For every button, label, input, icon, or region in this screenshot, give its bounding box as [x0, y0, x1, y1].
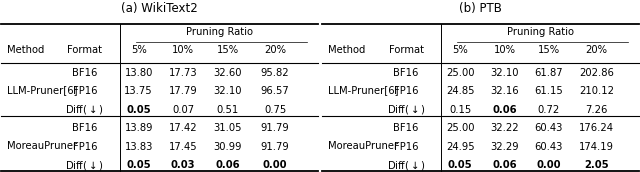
- Text: 0.51: 0.51: [216, 105, 239, 115]
- Text: 61.15: 61.15: [534, 86, 563, 96]
- Text: 60.43: 60.43: [534, 123, 563, 133]
- Text: 24.85: 24.85: [446, 86, 474, 96]
- Text: 30.99: 30.99: [213, 142, 242, 152]
- Text: 0.00: 0.00: [263, 160, 287, 170]
- Text: FP16: FP16: [72, 86, 97, 96]
- Text: 25.00: 25.00: [446, 68, 474, 78]
- Text: LLM-Pruner[6]: LLM-Pruner[6]: [7, 85, 77, 95]
- Text: Format: Format: [388, 45, 424, 55]
- Text: FP16: FP16: [72, 142, 97, 152]
- Text: MoreauPruner: MoreauPruner: [7, 141, 77, 151]
- Text: Diff($\downarrow$): Diff($\downarrow$): [65, 159, 104, 171]
- Text: 174.19: 174.19: [579, 142, 614, 152]
- Text: (b) PTB: (b) PTB: [460, 2, 502, 15]
- Text: BF16: BF16: [394, 123, 419, 133]
- Text: 0.07: 0.07: [172, 105, 194, 115]
- Text: (a) WikiText2: (a) WikiText2: [121, 2, 198, 15]
- Text: 32.10: 32.10: [490, 68, 519, 78]
- Text: 5%: 5%: [452, 45, 468, 55]
- Text: 2.05: 2.05: [584, 160, 609, 170]
- Text: 0.15: 0.15: [449, 105, 471, 115]
- Text: FP16: FP16: [394, 86, 419, 96]
- Text: 13.75: 13.75: [124, 86, 153, 96]
- Text: 32.16: 32.16: [490, 86, 519, 96]
- Text: 0.06: 0.06: [215, 160, 240, 170]
- Text: 20%: 20%: [586, 45, 607, 55]
- Text: 0.75: 0.75: [264, 105, 286, 115]
- Text: 32.60: 32.60: [213, 68, 242, 78]
- Text: 91.79: 91.79: [260, 142, 289, 152]
- Text: 0.06: 0.06: [492, 105, 516, 115]
- Text: Diff($\downarrow$): Diff($\downarrow$): [387, 103, 426, 116]
- Text: LLM-Pruner[6]: LLM-Pruner[6]: [328, 85, 399, 95]
- Text: 7.26: 7.26: [586, 105, 607, 115]
- Text: Method: Method: [328, 45, 366, 55]
- Text: 210.12: 210.12: [579, 86, 614, 96]
- Text: 15%: 15%: [538, 45, 560, 55]
- Text: 24.95: 24.95: [446, 142, 474, 152]
- Text: 32.29: 32.29: [490, 142, 519, 152]
- Text: 32.10: 32.10: [213, 86, 242, 96]
- Text: FP16: FP16: [394, 142, 419, 152]
- Text: 0.03: 0.03: [171, 160, 195, 170]
- Text: Format: Format: [67, 45, 102, 55]
- Text: 0.05: 0.05: [126, 160, 151, 170]
- Text: 20%: 20%: [264, 45, 286, 55]
- Text: 60.43: 60.43: [534, 142, 563, 152]
- Text: 176.24: 176.24: [579, 123, 614, 133]
- Text: Diff($\downarrow$): Diff($\downarrow$): [65, 103, 104, 116]
- Text: BF16: BF16: [72, 68, 97, 78]
- Text: 61.87: 61.87: [534, 68, 563, 78]
- Text: 10%: 10%: [172, 45, 194, 55]
- Text: Pruning Ratio: Pruning Ratio: [186, 27, 253, 37]
- Text: MoreauPruner: MoreauPruner: [328, 141, 399, 151]
- Text: 91.79: 91.79: [260, 123, 289, 133]
- Text: 13.89: 13.89: [124, 123, 153, 133]
- Text: 0.05: 0.05: [126, 105, 151, 115]
- Text: Pruning Ratio: Pruning Ratio: [508, 27, 575, 37]
- Text: 17.42: 17.42: [169, 123, 197, 133]
- Text: 5%: 5%: [131, 45, 147, 55]
- Text: Method: Method: [7, 45, 44, 55]
- Text: 31.05: 31.05: [213, 123, 242, 133]
- Text: 95.82: 95.82: [260, 68, 289, 78]
- Text: 13.83: 13.83: [125, 142, 153, 152]
- Text: Diff($\downarrow$): Diff($\downarrow$): [387, 159, 426, 171]
- Text: 0.06: 0.06: [492, 160, 516, 170]
- Text: 0.72: 0.72: [538, 105, 560, 115]
- Text: 0.05: 0.05: [448, 160, 472, 170]
- Text: 15%: 15%: [216, 45, 239, 55]
- Text: 17.79: 17.79: [169, 86, 198, 96]
- Text: 13.80: 13.80: [125, 68, 153, 78]
- Text: 0.00: 0.00: [537, 160, 561, 170]
- Text: 10%: 10%: [493, 45, 515, 55]
- Text: 96.57: 96.57: [260, 86, 289, 96]
- Text: 17.45: 17.45: [169, 142, 197, 152]
- Text: 202.86: 202.86: [579, 68, 614, 78]
- Text: 25.00: 25.00: [446, 123, 474, 133]
- Text: BF16: BF16: [394, 68, 419, 78]
- Text: 32.22: 32.22: [490, 123, 519, 133]
- Text: 17.73: 17.73: [169, 68, 197, 78]
- Text: BF16: BF16: [72, 123, 97, 133]
